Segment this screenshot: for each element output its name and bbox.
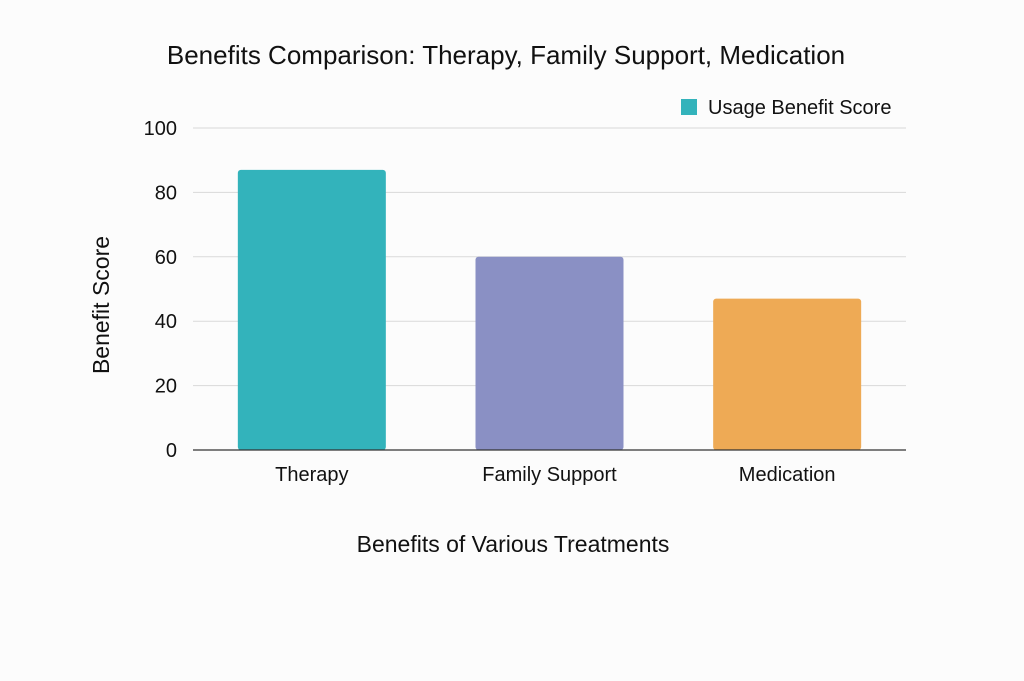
x-tick-label: Therapy bbox=[275, 464, 348, 486]
bars bbox=[237, 169, 862, 451]
y-tick-label: 100 bbox=[144, 118, 177, 140]
legend-swatch bbox=[681, 99, 697, 115]
y-axis-label: Benefit Score bbox=[88, 236, 114, 374]
chart-title: Benefits Comparison: Therapy, Family Sup… bbox=[167, 40, 845, 70]
bar-medication bbox=[713, 298, 862, 450]
y-tick-label: 80 bbox=[155, 182, 177, 204]
x-axis-ticks: Therapy Family Support Medication bbox=[275, 464, 835, 486]
y-axis-ticks: 0 20 40 60 80 100 bbox=[144, 118, 177, 462]
x-tick-label: Medication bbox=[739, 464, 836, 486]
legend: Usage Benefit Score bbox=[681, 97, 891, 119]
y-tick-label: 40 bbox=[155, 311, 177, 333]
y-tick-label: 0 bbox=[166, 440, 177, 462]
bar-family-support bbox=[475, 256, 624, 450]
y-tick-label: 60 bbox=[155, 247, 177, 269]
y-tick-label: 20 bbox=[155, 376, 177, 398]
bar-therapy bbox=[237, 169, 386, 451]
x-axis-label: Benefits of Various Treatments bbox=[357, 531, 670, 557]
x-tick-label: Family Support bbox=[482, 464, 617, 486]
legend-label: Usage Benefit Score bbox=[708, 97, 891, 119]
